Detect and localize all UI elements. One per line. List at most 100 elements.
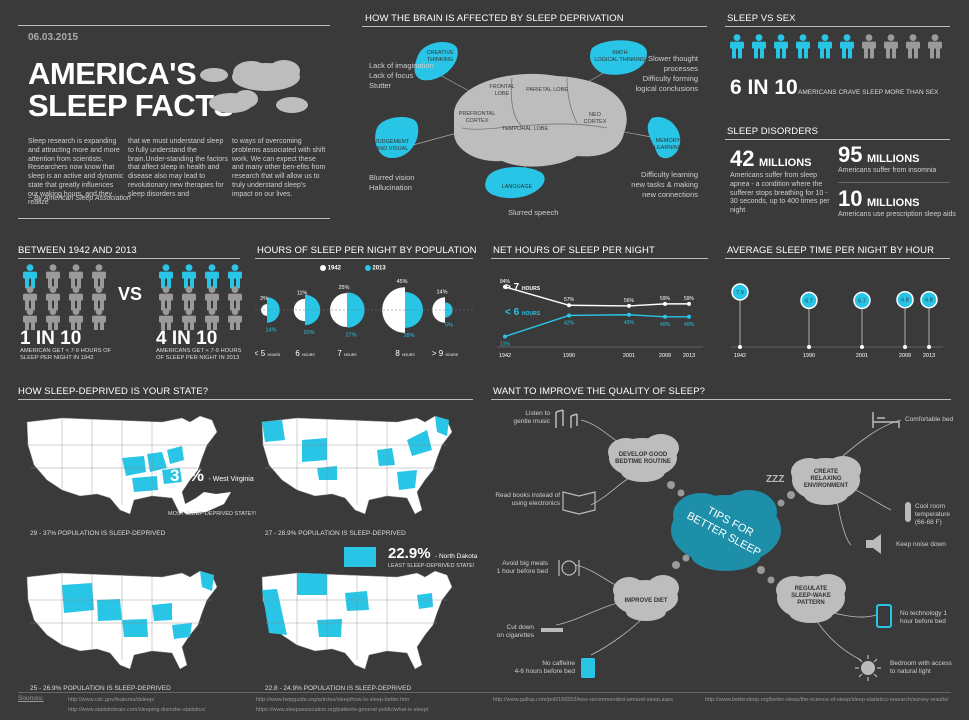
person-icon-highlight	[752, 34, 766, 59]
west-virginia-icon	[178, 492, 231, 514]
tick-label: 1942	[734, 353, 746, 359]
sex-big: 6 IN 10	[730, 76, 798, 99]
hours-label: > 9 HOURS	[432, 349, 459, 358]
tip-temp: Cool room temperature (66-68 F)	[915, 503, 951, 526]
source-link[interactable]: https://www.sleepassociation.org/patient…	[256, 707, 429, 713]
region-language: LANGUAGE	[502, 184, 533, 190]
intro-col1: Sleep research is expanding and attracti…	[28, 138, 124, 207]
insomnia-text: Americans suffer from insomnia	[838, 167, 937, 174]
half-circle-1942	[330, 293, 347, 327]
data-label: 43%	[624, 320, 635, 326]
effect-memory: Difficulty learning new tasks & making n…	[631, 170, 698, 199]
lobe-label: FRONTAL LOBE	[489, 84, 514, 97]
tip-meals: Avoid big meals 1 hour before bed	[496, 560, 548, 575]
effect-creative: Lack of imagination Lack of focus Stutte…	[369, 61, 434, 90]
map2-caption: 27 - 28.9% POPULATION IS SLEEP-DEPRIVED	[265, 530, 406, 537]
value-1942: 45%	[396, 279, 407, 285]
data-label: 6.7	[858, 298, 866, 304]
tip-light: Bedroom with access to natural light	[890, 660, 952, 675]
zzz-text: ZZZ	[766, 474, 784, 485]
data-point	[567, 313, 571, 318]
source-link[interactable]: http://www.bettersleep.org/better-sleep/…	[705, 697, 949, 703]
books-icon	[562, 491, 596, 515]
person-icon-highlight	[774, 34, 788, 59]
person-icon-highlight	[23, 264, 37, 289]
legend-dot-2013	[364, 265, 371, 271]
person-icon	[228, 308, 242, 330]
tip-noise: Keep noise down	[896, 541, 946, 548]
value-2013: 27%	[345, 333, 356, 339]
person-icon	[69, 308, 83, 330]
intro-col3: to ways of overcoming problems associate…	[232, 138, 326, 198]
tick-label: 1990	[563, 353, 575, 359]
source-link[interactable]: http://www.statisticbrain.com/sleeping-d…	[68, 707, 206, 713]
hours-label: 6 HOURS	[295, 349, 315, 358]
right-big: 4 IN 10	[156, 328, 218, 349]
people-row	[730, 34, 942, 59]
cloud-environment-label: CREATE RELAXING ENVIRONMENT	[804, 469, 849, 489]
aids-stat: 10 MILLIONS	[838, 186, 920, 211]
avg-section-title: AVERAGE SLEEP TIME PER NIGHT BY HOUR	[727, 245, 935, 256]
legend: 1942 2013	[320, 265, 386, 272]
person-icon	[928, 34, 942, 59]
cigarette-icon	[541, 628, 563, 632]
legend-dot-1942	[320, 265, 326, 271]
pin-head	[731, 283, 749, 301]
sex-text: AMERICANS CRAVE SLEEP MORE THAN SEX	[798, 89, 939, 96]
title-line2: SLEEP FACTS	[28, 88, 234, 123]
population-circles: 3% 14% < 5 HOURS 11% 20% 6 HOURS 25% 27% 7 HOURS…	[255, 279, 473, 358]
person-icon	[46, 264, 60, 289]
title-line1: AMERICA'S	[28, 56, 197, 91]
person-icon	[23, 308, 37, 330]
person-icon	[92, 286, 106, 311]
data-point	[627, 303, 631, 308]
source-link[interactable]: http://www.cdc.gov/features/dsleep/	[68, 697, 155, 703]
person-icon	[69, 264, 83, 289]
data-label: 7.9	[736, 290, 744, 296]
sun-icon	[855, 655, 881, 681]
data-label: 59%	[684, 296, 695, 302]
tip-books: Read books instead of using electronics	[495, 492, 560, 507]
data-label: 40%	[684, 322, 695, 328]
person-icon-highlight	[159, 264, 173, 289]
tick-label: 2001	[856, 353, 868, 359]
person-icon	[205, 308, 219, 330]
half-circle-2013	[405, 292, 423, 328]
hours-label: 7 HOURS	[337, 349, 357, 358]
between-section-title: BETWEEN 1942 AND 2013	[18, 245, 137, 256]
region-creative: CREATIVE THINKING	[426, 50, 453, 63]
us-map-4	[261, 570, 453, 670]
data-point	[627, 312, 631, 317]
tips-section-title: WANT TO IMPROVE THE QUALITY OF SLEEP?	[493, 386, 706, 397]
tick-label: 2009	[899, 353, 911, 359]
data-label: 6.8	[901, 298, 909, 304]
lobe-label: PARIETAL LOBE	[526, 87, 568, 93]
source-link[interactable]: http://www.gallup.com/poll/166553/less-r…	[493, 697, 674, 703]
person-icon	[159, 286, 173, 311]
coffee-icon	[581, 658, 595, 678]
value-2013: 14%	[265, 328, 276, 334]
person-icon	[46, 286, 60, 311]
bed-icon	[872, 412, 900, 428]
lobe-label: TEMPORAL LOBE	[502, 126, 549, 132]
tip-tech: No technology 1 hour before bed	[900, 610, 947, 625]
us-map-3	[26, 570, 218, 670]
states-section-title: HOW SLEEP-DEPRIVED IS YOUR STATE?	[18, 386, 209, 397]
tips-diagram: ZZZ DEVELOP GOOD BEDTIME ROUTINE CREATE RE…	[541, 409, 911, 681]
people-grid-2013	[159, 264, 242, 330]
intro-col2: that we must understand sleep to fully u…	[128, 138, 228, 198]
thermometer-icon	[905, 502, 911, 522]
source-link[interactable]: http://www.helpguide.org/articles/sleep/…	[256, 697, 410, 703]
person-icon	[182, 286, 196, 311]
effect-language: Slurred speech	[508, 208, 559, 217]
person-icon	[205, 286, 219, 311]
brain-diagram: FRONTAL LOBE PARIETAL LOBE PREFRONTAL CORT…	[375, 40, 682, 199]
pin-base	[860, 345, 864, 349]
data-label: 84%	[500, 279, 511, 285]
apnea-text: Americans suffer from sleep apnea - a co…	[730, 172, 830, 214]
region-math: MATH LOGICAL THINKING	[594, 50, 645, 63]
person-icon	[906, 34, 920, 59]
data-label: 42%	[564, 320, 575, 326]
person-icon	[46, 308, 60, 330]
value-1942: 14%	[436, 289, 447, 295]
